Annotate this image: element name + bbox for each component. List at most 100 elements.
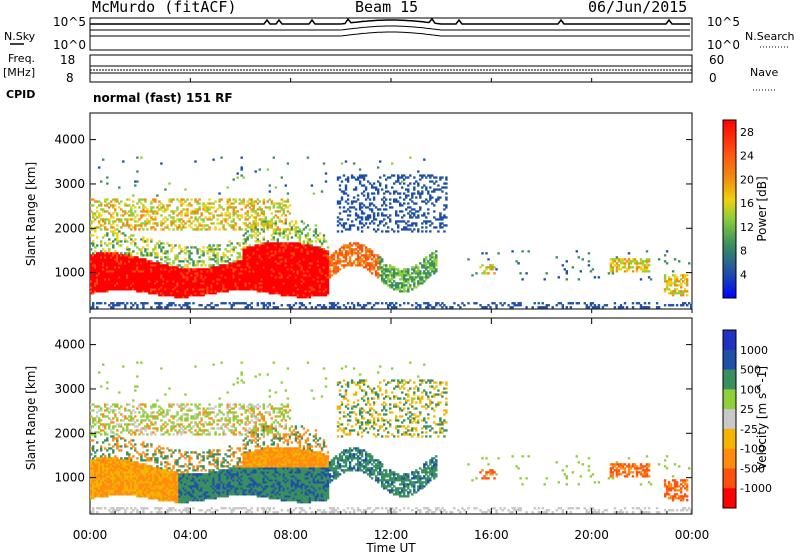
power-cell-802 bbox=[142, 258, 145, 261]
power-cell-3276 bbox=[306, 258, 310, 261]
power-cell-1977 bbox=[230, 280, 233, 283]
power-cell-994 bbox=[156, 282, 159, 285]
power-cell-15 bbox=[90, 264, 93, 267]
power-cell-761 bbox=[140, 272, 143, 275]
power-cell-639 bbox=[130, 206, 133, 209]
power-cell-1579 bbox=[198, 228, 201, 231]
power-cell-1246 bbox=[174, 284, 177, 287]
power-cell-459 bbox=[118, 230, 121, 233]
power-cell-473 bbox=[120, 274, 123, 277]
power-cell-462 bbox=[118, 206, 121, 209]
power-cell-3752 bbox=[350, 252, 354, 255]
power-cell-2498 bbox=[262, 260, 266, 263]
power-cell-270 bbox=[106, 228, 109, 231]
power-cell-3892 bbox=[364, 186, 368, 189]
power-cell-3363 bbox=[312, 272, 316, 275]
power-cell-4055 bbox=[385, 276, 388, 279]
power-cell-3647 bbox=[338, 258, 342, 261]
power-cell-531 bbox=[124, 268, 127, 271]
power-cell-622 bbox=[130, 264, 133, 267]
power-cell-3131 bbox=[298, 290, 302, 293]
power-cell-4069 bbox=[385, 184, 388, 187]
power-cell-3803 bbox=[356, 244, 360, 247]
power-cell-1215 bbox=[172, 290, 175, 293]
power-cell-3745 bbox=[348, 214, 352, 217]
power-cell-2381 bbox=[256, 284, 260, 287]
power-cell-3659 bbox=[338, 184, 342, 187]
power-cell-3244 bbox=[304, 262, 308, 265]
power-cell-4471 bbox=[431, 306, 434, 309]
power-cell-2067 bbox=[236, 262, 239, 265]
power-cell-4011 bbox=[379, 220, 382, 223]
power-cell-2136 bbox=[242, 284, 245, 287]
power-cell-447 bbox=[118, 272, 121, 275]
power-cell-271 bbox=[106, 218, 109, 221]
power-cell-1043 bbox=[160, 302, 163, 305]
power-cell-1091 bbox=[162, 264, 165, 267]
power-cell-4819 bbox=[647, 276, 651, 279]
power-cell-295 bbox=[108, 256, 111, 259]
power-cell-3378 bbox=[312, 230, 316, 233]
power-cell-1705 bbox=[208, 246, 211, 249]
power-cell-2148 bbox=[242, 260, 245, 263]
power-cell-2389 bbox=[256, 268, 260, 271]
power-cell-1554 bbox=[196, 220, 199, 223]
power-cell-4915 bbox=[686, 290, 689, 293]
power-cell-3805 bbox=[356, 228, 360, 231]
power-cell-4683 bbox=[585, 306, 589, 309]
power-cell-2442 bbox=[258, 208, 262, 211]
power-cell-4766 bbox=[629, 262, 633, 265]
power-cell-1015 bbox=[156, 194, 159, 197]
power-cell-2113 bbox=[240, 274, 243, 277]
power-cell-4738 bbox=[619, 304, 623, 307]
power-cell-2344 bbox=[254, 278, 257, 281]
power-cell-2359 bbox=[254, 248, 257, 251]
power-cell-873 bbox=[146, 212, 149, 215]
power-cell-2888 bbox=[284, 288, 288, 291]
power-cell-4265 bbox=[407, 206, 410, 209]
power-cell-549 bbox=[126, 302, 129, 305]
power-cell-4671 bbox=[569, 306, 573, 309]
power-cell-445 bbox=[118, 276, 121, 279]
power-cell-1993 bbox=[230, 206, 233, 209]
power-cell-672 bbox=[134, 282, 137, 285]
power-cell-2151 bbox=[242, 254, 245, 257]
power-cell-2168 bbox=[244, 284, 247, 287]
power-cell-2338 bbox=[252, 200, 255, 203]
power-cell-1687 bbox=[208, 290, 211, 293]
power-cell-2066 bbox=[236, 264, 239, 267]
power-cell-1411 bbox=[186, 284, 189, 287]
noise-series-2 bbox=[90, 31, 690, 37]
power-cell-1295 bbox=[178, 288, 181, 291]
power-cell-3791 bbox=[354, 178, 358, 181]
power-cell-4474 bbox=[431, 266, 434, 269]
power-cell-4715 bbox=[611, 266, 615, 269]
power-cell-4422 bbox=[425, 258, 428, 261]
power-cell-2104 bbox=[238, 198, 241, 201]
power-cell-419 bbox=[116, 260, 119, 263]
power-cell-3692 bbox=[344, 306, 348, 309]
power-cell-3083 bbox=[294, 248, 298, 251]
power-cell-1114 bbox=[164, 270, 167, 273]
power-cell-339 bbox=[112, 302, 115, 305]
power-cell-709 bbox=[136, 272, 139, 275]
power-cell-1345 bbox=[180, 202, 183, 205]
power-cell-1795 bbox=[216, 288, 219, 291]
power-cell-3273 bbox=[306, 264, 310, 267]
power-cell-4480 bbox=[431, 252, 434, 255]
power-cell-2075 bbox=[236, 210, 239, 213]
power-cell-603 bbox=[128, 218, 131, 221]
power-cell-485 bbox=[120, 244, 123, 247]
power-cell-1494 bbox=[192, 274, 195, 277]
power-cell-3559 bbox=[326, 284, 330, 287]
power-cell-1968 bbox=[228, 204, 231, 207]
power-cell-1737 bbox=[210, 222, 213, 225]
power-cell-54 bbox=[92, 252, 95, 255]
power-cell-788 bbox=[142, 286, 145, 289]
power-cell-587 bbox=[128, 272, 131, 275]
power-cell-4710 bbox=[609, 262, 613, 265]
power-cell-102 bbox=[96, 278, 99, 281]
power-cell-2577 bbox=[266, 250, 270, 253]
power-cell-2334 bbox=[252, 208, 255, 211]
power-cell-2194 bbox=[244, 222, 247, 225]
